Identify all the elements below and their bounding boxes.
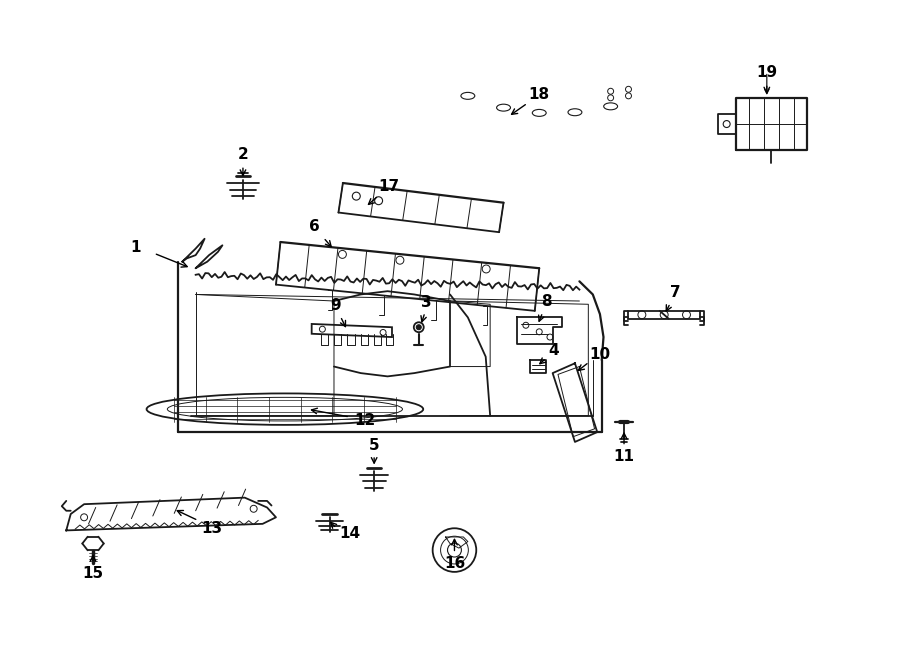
Text: 8: 8 — [541, 294, 552, 309]
Text: 2: 2 — [238, 147, 248, 163]
Text: 11: 11 — [614, 449, 634, 464]
Text: 9: 9 — [330, 298, 341, 313]
Circle shape — [417, 325, 421, 330]
Text: 14: 14 — [339, 526, 361, 541]
Text: 6: 6 — [309, 219, 320, 235]
Text: 5: 5 — [369, 438, 380, 453]
Text: 3: 3 — [421, 295, 432, 310]
Text: 18: 18 — [528, 87, 550, 102]
Text: 15: 15 — [83, 566, 104, 580]
Text: 1: 1 — [130, 240, 141, 254]
Text: 7: 7 — [670, 285, 680, 300]
Text: 10: 10 — [590, 346, 610, 362]
Text: 12: 12 — [355, 413, 376, 428]
Text: 16: 16 — [444, 556, 465, 570]
Text: 13: 13 — [202, 521, 222, 536]
Text: 17: 17 — [379, 179, 400, 194]
Text: 4: 4 — [548, 342, 559, 358]
Text: 19: 19 — [756, 65, 778, 81]
